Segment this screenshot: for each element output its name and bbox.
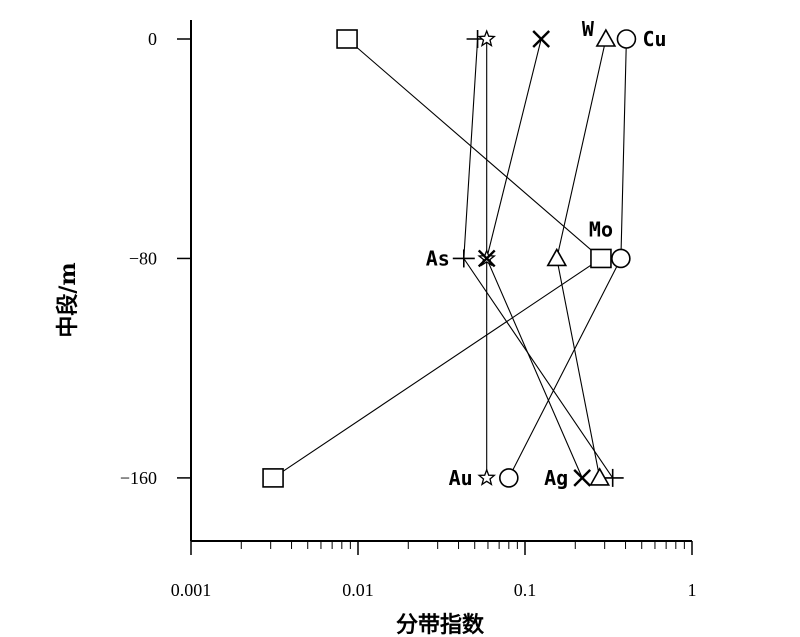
element-label-w: W bbox=[582, 17, 595, 41]
y-tick-label: −80 bbox=[129, 248, 157, 268]
y-axis-title: 中段/m bbox=[55, 262, 81, 337]
triangle-marker-w-0 bbox=[595, 28, 617, 47]
series-markers bbox=[262, 28, 637, 488]
x-tick-label: 0.1 bbox=[514, 580, 537, 600]
circle-marker-cu-1 bbox=[611, 248, 631, 269]
x-marker-ag-0 bbox=[532, 30, 551, 48]
x-tick-label: 0.001 bbox=[171, 580, 212, 600]
square-marker-mo-0 bbox=[336, 29, 358, 49]
square-marker-mo-1 bbox=[590, 248, 612, 269]
element-label-cu: Cu bbox=[642, 27, 666, 51]
triangle-marker-w-1 bbox=[546, 247, 568, 267]
x-tick-label: 1 bbox=[688, 580, 697, 600]
star-marker-au-0 bbox=[477, 29, 496, 47]
element-label-as: As bbox=[426, 246, 450, 270]
circle-marker-cu-0 bbox=[616, 29, 637, 49]
element-labels: Cu W Mo As Au Ag bbox=[426, 17, 667, 490]
triangle-marker-w-2 bbox=[589, 467, 611, 486]
x-axis-title: 分带指数 bbox=[396, 612, 485, 637]
axes bbox=[190, 20, 692, 542]
element-label-au: Au bbox=[449, 466, 473, 490]
element-label-mo: Mo bbox=[589, 217, 613, 241]
square-marker-mo-2 bbox=[262, 468, 284, 488]
x-marker-ag-1 bbox=[477, 249, 496, 268]
y-tick-label: 0 bbox=[148, 29, 157, 49]
plus-marker-as-1 bbox=[452, 249, 475, 268]
element-label-ag: Ag bbox=[544, 466, 568, 490]
x-marker-ag-2 bbox=[573, 469, 592, 487]
ticks: 0 −80 −160 0.001 0.01 0.1 1 bbox=[120, 29, 697, 600]
circle-marker-cu-2 bbox=[499, 468, 519, 488]
y-tick-label: −160 bbox=[120, 468, 157, 488]
star-marker-au-2 bbox=[477, 468, 497, 486]
x-tick-label: 0.01 bbox=[342, 580, 374, 600]
